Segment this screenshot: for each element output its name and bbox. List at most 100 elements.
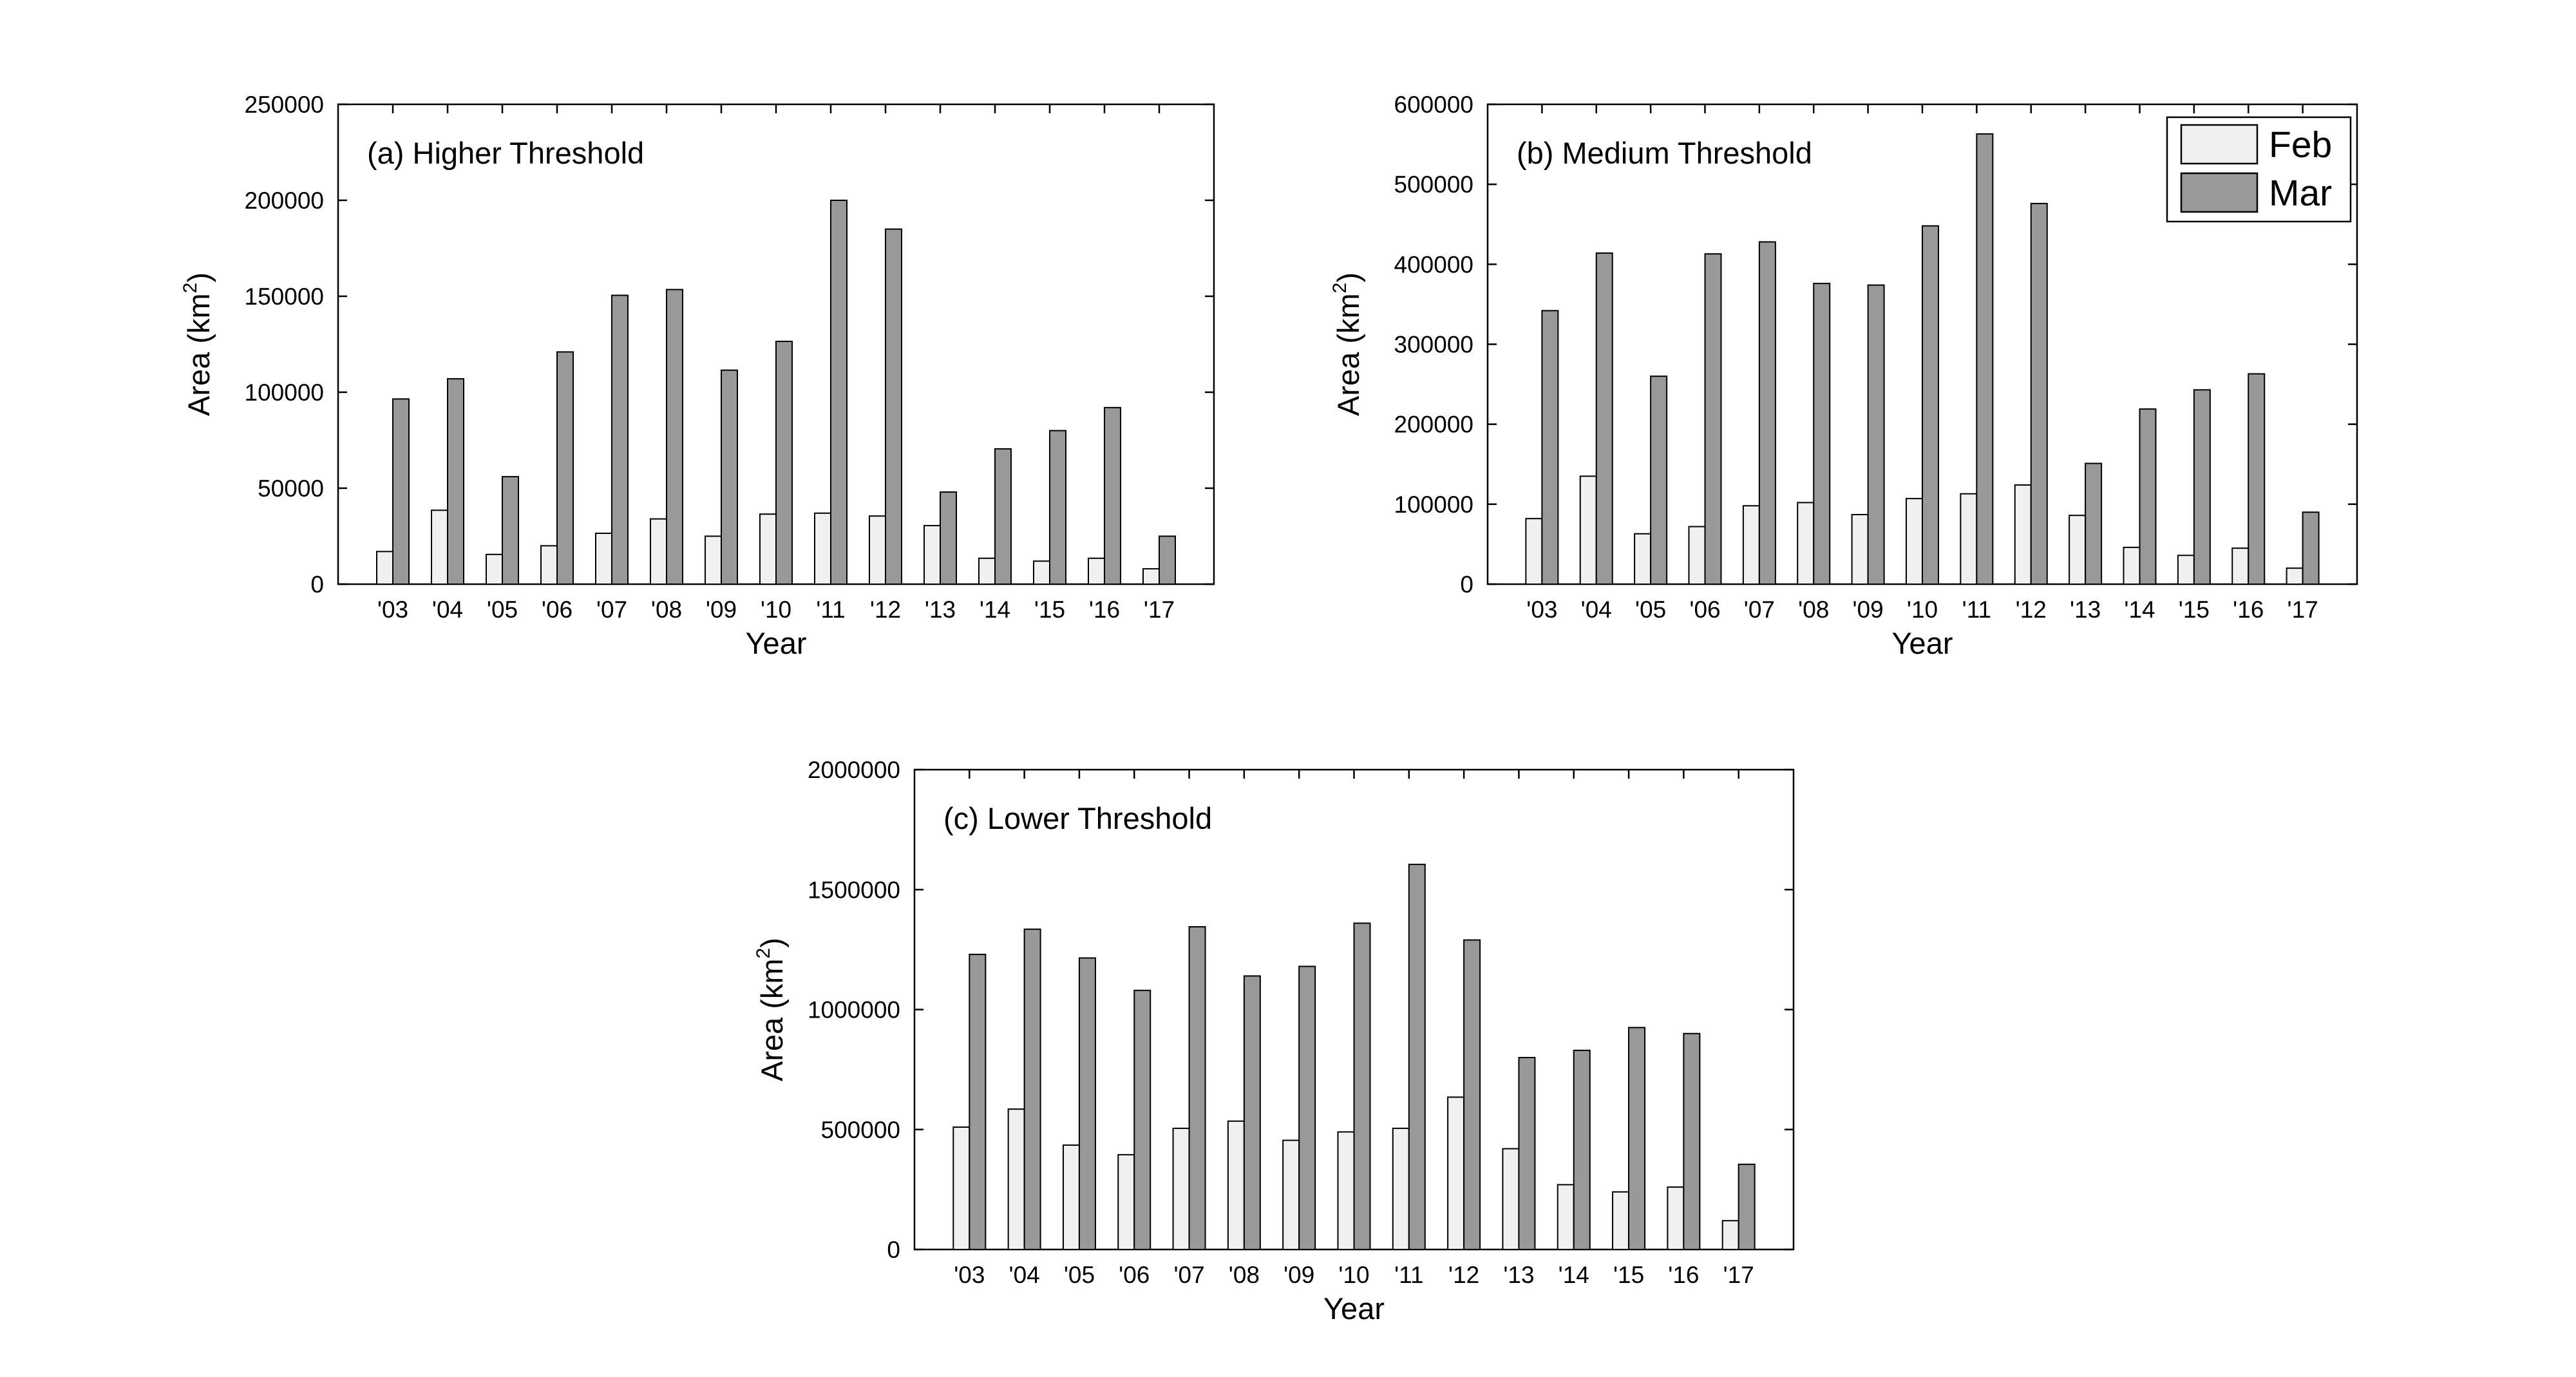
y-tick-label: 1000000 xyxy=(808,997,900,1023)
bar-mar-14 xyxy=(2139,408,2157,585)
panel-a-higher-threshold: 0 50000 100000 150000 200000 250000 '03 '04 '05 '… xyxy=(180,91,1215,660)
panel-title: (a) Higher Threshold xyxy=(367,136,644,170)
y-tick-label: 1500000 xyxy=(808,877,900,903)
y-tick-label: 300000 xyxy=(1394,332,1473,358)
bar-feb-05 xyxy=(486,553,503,585)
x-tick-label: '08 xyxy=(651,596,682,623)
bar-mar-16 xyxy=(2248,373,2266,585)
bar-mar-03 xyxy=(1541,310,1559,585)
bar-feb-15 xyxy=(1612,1191,1630,1250)
bar-feb-12 xyxy=(1447,1096,1465,1251)
bar-feb-13 xyxy=(923,525,941,585)
bar-feb-13 xyxy=(2069,515,2087,585)
x-tick-label: '11 xyxy=(1962,596,1991,623)
bar-feb-13 xyxy=(1502,1148,1520,1251)
bar-mar-06 xyxy=(556,351,574,585)
bar-feb-14 xyxy=(1557,1184,1575,1251)
bar-mar-14 xyxy=(994,448,1012,585)
bar-feb-15 xyxy=(1033,560,1050,585)
bar-mar-13 xyxy=(940,491,957,585)
bar-feb-04 xyxy=(431,509,448,585)
y-tick-label: 100000 xyxy=(245,379,324,406)
bar-mar-04 xyxy=(1023,928,1041,1251)
y-tick-label: 150000 xyxy=(245,283,324,310)
y-tick-label: 200000 xyxy=(1394,412,1473,438)
x-tick-label: '17 xyxy=(1723,1262,1754,1288)
x-tick-label: '06 xyxy=(1119,1262,1150,1288)
bar-mar-10 xyxy=(775,341,793,585)
bar-mar-06 xyxy=(1704,253,1722,585)
bar-mar-16 xyxy=(1683,1032,1701,1250)
x-tick-label: '17 xyxy=(2287,596,2318,623)
x-tick-label: '16 xyxy=(2233,596,2264,623)
y-tick-label: 0 xyxy=(887,1237,900,1263)
bar-mar-15 xyxy=(1049,430,1066,585)
bar-feb-08 xyxy=(1227,1120,1245,1251)
bar-mar-03 xyxy=(392,398,410,585)
bar-feb-04 xyxy=(1579,475,1597,585)
bar-mar-08 xyxy=(666,289,683,585)
bar-mar-09 xyxy=(721,369,738,585)
x-tick-label: '14 xyxy=(2124,596,2155,623)
bar-feb-11 xyxy=(1392,1127,1410,1250)
bar-feb-10 xyxy=(1337,1131,1355,1250)
y-tick-label: 500000 xyxy=(821,1117,900,1143)
x-tick-label: '13 xyxy=(2070,596,2101,623)
bar-feb-05 xyxy=(1062,1144,1080,1251)
bar-mar-11 xyxy=(1408,864,1426,1250)
bar-mar-16 xyxy=(1104,406,1121,585)
x-tick-label: '14 xyxy=(980,596,1010,623)
bar-feb-17 xyxy=(1721,1220,1739,1251)
bar-mar-04 xyxy=(447,378,464,585)
y-axis-title: Area (km2) xyxy=(753,938,789,1081)
bar-feb-12 xyxy=(2014,484,2032,585)
bar-feb-16 xyxy=(2231,547,2249,585)
bar-feb-03 xyxy=(376,551,393,585)
bar-feb-06 xyxy=(540,545,558,585)
bar-mar-05 xyxy=(502,476,519,585)
bar-feb-10 xyxy=(759,513,777,585)
x-tick-label: '13 xyxy=(925,596,956,623)
x-tick-label: '04 xyxy=(432,596,463,623)
bar-mar-04 xyxy=(1595,252,1613,585)
y-tick-label: 250000 xyxy=(245,91,324,118)
bar-mar-15 xyxy=(2193,389,2211,585)
x-tick-label: '07 xyxy=(1173,1262,1204,1288)
x-tick-label: '11 xyxy=(1394,1262,1423,1288)
bar-feb-10 xyxy=(1906,498,1923,585)
y-tick-label: 500000 xyxy=(1394,171,1473,198)
y-axis-title: Area (km2) xyxy=(1329,272,1365,416)
x-axis-title: Year xyxy=(1892,626,1953,660)
x-tick-label: '14 xyxy=(1558,1262,1589,1288)
x-tick-label: '12 xyxy=(870,596,901,623)
bar-feb-05 xyxy=(1634,533,1652,585)
x-axis-title: Year xyxy=(746,626,807,660)
bar-feb-07 xyxy=(595,533,612,585)
bar-feb-07 xyxy=(1742,505,1760,585)
bar-mar-03 xyxy=(969,953,987,1250)
bar-feb-08 xyxy=(1797,502,1815,585)
bar-mar-10 xyxy=(1922,225,1939,585)
y-tick-label: 100000 xyxy=(1394,491,1473,518)
bar-mar-13 xyxy=(2085,462,2103,585)
x-tick-label: '09 xyxy=(1853,596,1884,623)
x-tick-label: '15 xyxy=(2179,596,2210,623)
bar-feb-16 xyxy=(1667,1186,1685,1251)
x-tick-label: '04 xyxy=(1009,1262,1040,1288)
y-tick-label: 200000 xyxy=(245,187,324,214)
bar-feb-09 xyxy=(1851,513,1869,585)
bar-mar-13 xyxy=(1518,1057,1536,1250)
panel-c-lower-threshold: 0 500000 1000000 1500000 2000000 '03 '04 '05 '06… xyxy=(753,757,1795,1325)
bar-mar-15 xyxy=(1628,1027,1646,1250)
bar-feb-17 xyxy=(1142,568,1160,585)
bar-feb-06 xyxy=(1117,1154,1135,1251)
bar-feb-09 xyxy=(705,535,722,585)
bar-mar-11 xyxy=(1976,133,1994,585)
x-tick-label: '03 xyxy=(954,1262,985,1288)
legend-label-feb: Feb xyxy=(2269,124,2332,166)
x-tick-label: '05 xyxy=(1635,596,1666,623)
bar-feb-15 xyxy=(2177,555,2195,585)
x-tick-label: '05 xyxy=(487,596,518,623)
bar-mar-10 xyxy=(1353,922,1371,1251)
bar-mar-11 xyxy=(830,200,848,585)
